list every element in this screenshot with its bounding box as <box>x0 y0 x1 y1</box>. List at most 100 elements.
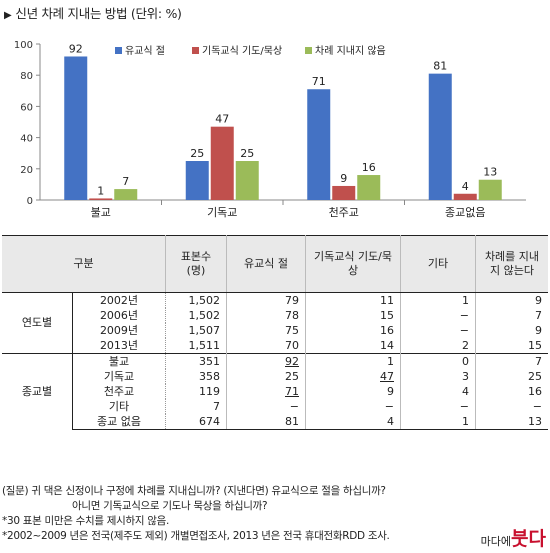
cell-value: 15 <box>380 308 394 322</box>
table-row: 2009년 1,507 75 16 − 9 <box>2 323 548 338</box>
data-label: 81 <box>433 60 447 73</box>
cell-value: 1,507 <box>188 323 221 337</box>
header-col2: 기독교식 기도/묵상 <box>305 235 401 293</box>
cell-value: 25 <box>528 369 542 383</box>
cell-c1: 70 <box>226 338 306 354</box>
cell-value: 25 <box>285 369 299 383</box>
cell-c2: 11 <box>305 292 401 308</box>
header-col3: 기타 <box>400 235 476 293</box>
cell-c2: 14 <box>305 338 401 354</box>
data-table: 구분 표본수 (명) 유교식 절 기독교식 기도/묵상 기타 차례를 지내지 않… <box>2 235 548 430</box>
table-header-row: 구분 표본수 (명) 유교식 절 기독교식 기도/묵상 기타 차례를 지내지 않… <box>2 235 548 293</box>
y-tick-label: 60 <box>20 102 33 113</box>
cell-n: 674 <box>165 414 227 430</box>
data-label: 47 <box>215 113 229 126</box>
cell-value: 92 <box>285 354 299 368</box>
cell-value: 종교 없음 <box>97 414 141 428</box>
cell-value: 47 <box>380 369 394 383</box>
y-tick-label: 40 <box>20 134 33 145</box>
header-col1: 유교식 절 <box>226 235 306 293</box>
row-label: 불교 <box>72 353 166 369</box>
data-label: 13 <box>483 166 497 179</box>
table-row: 2013년 1,511 70 14 2 15 <box>2 338 548 354</box>
cell-c1: 25 <box>226 369 306 384</box>
note-method: *2002~2009 년은 전국(제주도 제외) 개별면접조사, 2013 년은… <box>2 530 390 542</box>
row-group-label: 연도별 <box>2 292 73 354</box>
cell-value: 2 <box>462 338 469 352</box>
cell-c3: 2 <box>400 338 476 354</box>
cell-value: 70 <box>285 338 299 352</box>
cell-c1: 79 <box>226 292 306 308</box>
cell-value: 9 <box>387 384 394 398</box>
cell-c4: 13 <box>475 414 548 430</box>
bar <box>185 161 209 200</box>
row-label: 천주교 <box>72 384 166 399</box>
cell-n: 1,507 <box>165 323 227 338</box>
row-label: 2002년 <box>72 292 166 308</box>
cell-c4: − <box>476 399 549 414</box>
note-question: (질문) 귀 댁은 신정이나 구정에 차례를 지내십니까? (지낸다면) 유교식… <box>2 485 386 497</box>
cell-value: 79 <box>285 293 299 307</box>
cell-value: 0 <box>462 354 469 368</box>
bar <box>332 185 356 200</box>
bar <box>89 198 113 200</box>
y-tick-label: 80 <box>20 71 33 82</box>
cell-n: 1,511 <box>165 338 227 354</box>
cell-value: 4 <box>462 384 469 398</box>
y-tick-label: 0 <box>27 196 33 207</box>
cell-value: 75 <box>285 323 299 337</box>
cell-value: − <box>289 399 299 413</box>
cell-c1: 78 <box>226 308 306 323</box>
cell-c3: 3 <box>400 369 476 384</box>
cell-value: 1 <box>462 293 469 307</box>
cell-c1: 92 <box>226 353 306 369</box>
x-tick-label: 기독교 <box>207 206 237 219</box>
data-label: 4 <box>462 180 469 193</box>
x-tick-label: 천주교 <box>329 205 359 219</box>
cell-value: 기타 <box>108 399 130 413</box>
x-tick-label: 불교 <box>91 206 111 219</box>
cell-value: 2002년 <box>99 293 139 307</box>
cell-n: 119 <box>165 384 227 399</box>
cell-value: 13 <box>528 414 542 428</box>
cell-value: 9 <box>535 293 542 307</box>
table-row: 연도별 2002년 1,502 79 11 1 9 <box>2 292 548 354</box>
cell-c3: 0 <box>400 353 476 369</box>
cell-c4: 7 <box>476 308 549 323</box>
cell-c3: − <box>400 399 476 414</box>
cell-value: − <box>459 308 469 322</box>
cell-value: 15 <box>528 338 542 352</box>
data-label: 16 <box>362 161 376 174</box>
bar <box>478 179 502 200</box>
cell-c1: 81 <box>226 414 306 430</box>
logo-big: 붓다 <box>511 528 546 550</box>
bar <box>64 56 88 201</box>
note-sample: *30 표본 미만은 수치를 제시하지 않음. <box>2 515 169 527</box>
cell-value: − <box>384 399 394 413</box>
cell-value: 2009년 <box>99 323 139 337</box>
cell-value: 1,502 <box>188 293 221 307</box>
cell-c3: 4 <box>400 384 476 399</box>
table-row: 2006년 1,502 78 15 − 7 <box>2 308 548 323</box>
cell-value: 7 <box>535 308 542 322</box>
cell-value: 천주교 <box>103 384 135 398</box>
bar <box>235 161 259 200</box>
table-row: 종교 없음 674 81 4 1 13 <box>2 414 548 430</box>
cell-c4: 9 <box>476 323 549 338</box>
cell-value: 14 <box>380 338 394 352</box>
data-label: 25 <box>190 147 204 160</box>
cell-value: 2013년 <box>99 338 139 352</box>
cell-c3: 1 <box>400 292 476 308</box>
table-row: 종교별 불교 351 92 1 0 7 <box>2 353 548 430</box>
cell-value: 1 <box>462 414 469 428</box>
cell-value: 1,511 <box>188 338 221 352</box>
cell-value: 불교 <box>108 354 130 368</box>
legend-swatch <box>115 47 122 54</box>
data-label: 9 <box>340 172 347 185</box>
footnotes: (질문) 귀 댁은 신정이나 구정에 차례를 지내십니까? (지낸다면) 유교식… <box>2 484 390 544</box>
cell-n: 358 <box>165 369 227 384</box>
bar <box>307 89 331 200</box>
data-label: 92 <box>69 42 83 55</box>
row-label: 2009년 <box>72 323 166 338</box>
cell-value: 16 <box>528 384 542 398</box>
